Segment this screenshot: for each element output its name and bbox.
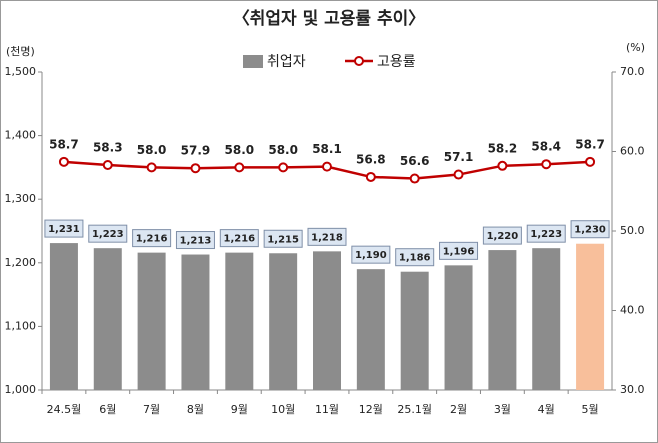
y-tick-label: 1,300 — [5, 192, 37, 205]
x-tick-label: 2월 — [450, 403, 467, 416]
y2-tick-label: 40.0 — [620, 304, 645, 317]
x-tick-label: 11월 — [315, 403, 339, 416]
bar-value-label: 1,220 — [487, 231, 519, 242]
y2-tick-label: 70.0 — [620, 65, 645, 78]
line-marker — [541, 159, 552, 170]
bar — [532, 248, 561, 390]
value-label-box — [219, 229, 259, 248]
line-value-label: 58.0 — [225, 143, 255, 157]
x-tick-label: 3월 — [494, 403, 511, 416]
bar — [488, 250, 517, 390]
value-label-box — [44, 219, 84, 238]
y-tick-label: 1,000 — [5, 383, 37, 396]
line-marker — [146, 162, 157, 173]
line-marker — [278, 162, 289, 173]
value-label-box — [132, 229, 172, 248]
x-tick-label: 4월 — [538, 403, 555, 416]
line-marker — [190, 163, 201, 174]
x-tick-label: 10월 — [271, 403, 295, 416]
y-tick-label: 1,400 — [5, 129, 37, 142]
x-tick-label: 6월 — [99, 403, 116, 416]
line-value-label: 56.6 — [400, 154, 430, 168]
bar — [181, 254, 210, 390]
bar-value-label: 1,216 — [223, 234, 255, 245]
line-value-label: 57.9 — [181, 144, 211, 158]
y-tick-label: 1,200 — [5, 256, 37, 269]
bar — [225, 252, 254, 390]
x-tick-label: 8월 — [187, 403, 204, 416]
line-value-label: 58.2 — [488, 141, 518, 155]
value-label-box — [570, 220, 610, 239]
legend-marker — [354, 56, 364, 66]
chart-title: 〈취업자 및 고용률 추이〉 — [233, 8, 426, 29]
x-tick-label: 25.1월 — [397, 403, 432, 416]
y-tick-label: 1,100 — [5, 319, 37, 332]
bar-value-label: 1,186 — [399, 253, 431, 264]
line-value-label: 58.7 — [49, 137, 79, 151]
value-label-box — [307, 227, 347, 246]
y-axis-label: (천명) — [6, 44, 35, 58]
bar — [49, 243, 78, 390]
y2-tick-label: 50.0 — [620, 224, 645, 237]
line-value-label: 57.1 — [444, 150, 474, 164]
y-tick-label: 1,500 — [5, 65, 37, 78]
value-label-box — [351, 245, 391, 264]
bar-value-label: 1,218 — [311, 232, 343, 243]
y2-tick-label: 60.0 — [620, 145, 645, 158]
x-tick-label: 24.5월 — [47, 403, 82, 416]
bar-value-label: 1,216 — [136, 234, 168, 245]
bar-value-label: 1,196 — [443, 246, 475, 257]
bar-value-label: 1,213 — [180, 236, 212, 247]
line-marker — [234, 162, 245, 173]
line-marker — [365, 171, 376, 182]
line-marker — [409, 173, 420, 184]
line-marker — [58, 156, 69, 167]
line-marker — [585, 156, 596, 167]
bar-value-label: 1,223 — [530, 229, 562, 240]
bar-value-label: 1,190 — [355, 250, 387, 261]
bar-value-label: 1,223 — [92, 229, 124, 240]
line-marker — [453, 169, 464, 180]
value-label-box — [526, 224, 566, 243]
bar — [400, 271, 429, 390]
x-tick-label: 7월 — [143, 403, 160, 416]
line-value-label: 58.1 — [312, 142, 342, 156]
bar-value-label: 1,230 — [574, 225, 606, 236]
bar — [269, 253, 298, 390]
bar — [576, 243, 605, 390]
line-value-label: 58.7 — [575, 137, 605, 151]
bar-value-label: 1,231 — [48, 224, 80, 235]
value-label-box — [263, 229, 303, 248]
line-marker — [497, 160, 508, 171]
line-value-label: 56.8 — [356, 152, 386, 166]
x-tick-label: 12월 — [359, 403, 383, 416]
value-label-box — [439, 241, 479, 260]
bar — [313, 251, 341, 390]
y2-tick-label: 30.0 — [620, 383, 645, 396]
line-value-label: 58.3 — [93, 141, 123, 155]
bar — [444, 265, 473, 390]
line-value-label: 58.0 — [268, 143, 298, 157]
bar — [137, 252, 166, 390]
bar — [93, 248, 122, 390]
line-value-label: 58.4 — [531, 140, 561, 154]
bar — [356, 269, 385, 390]
value-label-box — [482, 226, 522, 245]
value-label-box — [88, 224, 128, 243]
y2-axis-label: (%) — [626, 41, 645, 54]
legend-swatch — [243, 55, 263, 68]
line-marker — [102, 160, 113, 171]
value-label-box — [395, 248, 435, 267]
line-marker — [322, 161, 332, 172]
value-label-box — [175, 231, 215, 250]
line-value-label: 58.0 — [137, 143, 167, 157]
bar-value-label: 1,215 — [267, 234, 299, 245]
x-tick-label: 9월 — [231, 403, 248, 416]
legend-label: 취업자 — [267, 54, 306, 70]
legend-label: 고용률 — [377, 54, 416, 70]
x-tick-label: 5월 — [582, 403, 599, 416]
